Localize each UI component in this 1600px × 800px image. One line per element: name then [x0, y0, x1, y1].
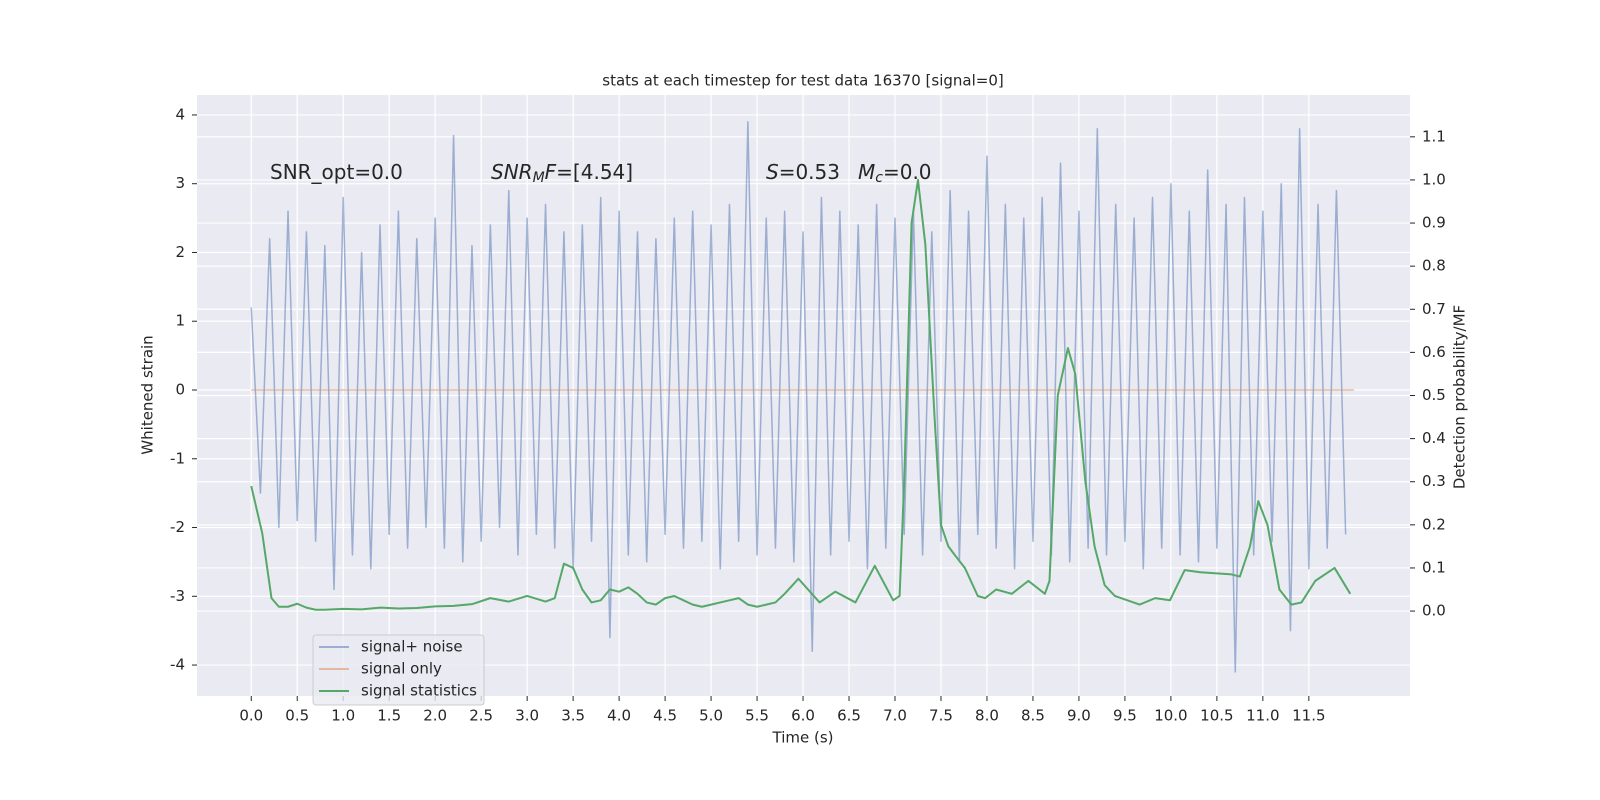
x-tick-label: 3.0	[515, 707, 539, 725]
x-tick-label: 6.5	[837, 707, 861, 725]
annotation-part: =0.0	[883, 160, 932, 184]
x-tick-label: 4.0	[607, 707, 631, 725]
y-tick-label: -1	[170, 449, 185, 467]
x-tick-label: 6.0	[791, 707, 815, 725]
x-tick-label: 0.5	[285, 707, 309, 725]
y-tick-label: 4	[175, 105, 185, 123]
series-line	[250, 178, 1352, 611]
y2-tick-label: 1.1	[1422, 127, 1446, 145]
legend: signal+ noise signal only signal statistic…	[312, 634, 485, 706]
y-tick-label: 1	[175, 312, 185, 330]
y2-tick-label: 0.2	[1422, 515, 1446, 533]
legend-label: signal+ noise	[361, 638, 463, 656]
x-tick-label: 3.5	[561, 707, 585, 725]
annotation-part: =0.53	[779, 160, 840, 184]
x-tick-label: 7.0	[883, 707, 907, 725]
legend-box	[312, 634, 485, 706]
x-tick-label: 7.5	[929, 707, 953, 725]
annotation-part: SNR_opt=0.0	[270, 160, 403, 184]
x-tick-label: 10.5	[1200, 707, 1233, 725]
y2-tick-label: 0.5	[1422, 386, 1446, 404]
y2-tick-label: 0.9	[1422, 214, 1446, 232]
y-tick-label: 3	[175, 174, 185, 192]
annotation: SNR_opt=0.0	[270, 160, 403, 184]
x-tick-label: 9.0	[1067, 707, 1091, 725]
annotation-part: c	[875, 170, 883, 186]
marks	[250, 121, 1354, 673]
annotation: SNRMF=[4.54]	[491, 160, 633, 187]
x-tick-label: 8.0	[975, 707, 999, 725]
annotation-part: =[4.54]	[556, 160, 633, 184]
x-tick-label: 11.5	[1292, 707, 1325, 725]
x-tick-label: 2.0	[423, 707, 447, 725]
annotation-part: S	[766, 160, 779, 184]
y-tick-label: -3	[170, 587, 185, 605]
x-tick-label: 5.0	[699, 707, 723, 725]
x-tick-label: 2.5	[469, 707, 493, 725]
x-tick-label: 1.5	[377, 707, 401, 725]
series-line	[250, 121, 1347, 673]
annotation: S=0.53	[766, 160, 840, 184]
x-tick-label: 4.5	[653, 707, 677, 725]
x-tick-label: 11.0	[1246, 707, 1279, 725]
x-tick-label: 8.5	[1021, 707, 1045, 725]
legend-label: signal statistics	[361, 682, 477, 700]
y2-tick-label: 0.7	[1422, 300, 1446, 318]
y2-axis-label: Detection probability/MF	[1451, 305, 1469, 489]
x-axis-label: Time (s)	[772, 729, 834, 747]
y-tick-label: -4	[170, 656, 185, 674]
y2-tick-label: 0.3	[1422, 472, 1446, 490]
chart-title: stats at each timestep for test data 163…	[602, 72, 1003, 90]
annotation-part: M	[533, 170, 545, 186]
annotation-part: SNR	[491, 160, 533, 184]
y-tick-label: 0	[175, 380, 185, 398]
x-tick-label: 1.0	[331, 707, 355, 725]
annotation-part: F	[545, 160, 557, 184]
legend-label: signal only	[361, 660, 442, 678]
y-axis-label: Whitened strain	[139, 335, 157, 454]
annotation: Mc=0.0	[858, 160, 932, 187]
x-tick-label: 0.0	[239, 707, 263, 725]
y-tick-label: -2	[170, 518, 185, 536]
y2-tick-label: 0.4	[1422, 429, 1446, 447]
x-tick-label: 9.5	[1113, 707, 1137, 725]
y2-tick-label: 0.8	[1422, 257, 1446, 275]
x-tick-label: 10.0	[1154, 707, 1187, 725]
y2-tick-label: 0.0	[1422, 602, 1446, 620]
y2-tick-label: 1.0	[1422, 170, 1446, 188]
annotation-part: M	[858, 160, 875, 184]
labels: 0.0 0.5 1.0 1.5 2.0 2.5 3.0 3.5 4.0 4.5 5.0 5.5 6.0 6…	[170, 105, 1446, 724]
x-tick-label: 5.5	[745, 707, 769, 725]
y2-tick-label: 0.6	[1422, 343, 1446, 361]
y-tick-label: 2	[175, 243, 185, 261]
y2-tick-label: 0.1	[1422, 558, 1446, 576]
